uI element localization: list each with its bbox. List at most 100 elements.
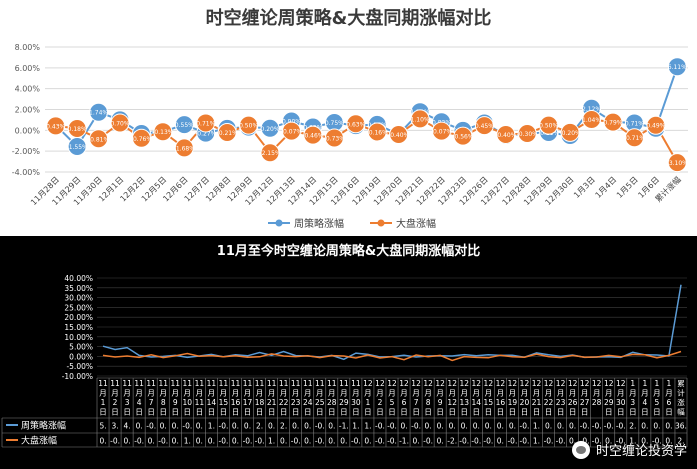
bottom-x-tick-label: 日: [364, 408, 372, 417]
bottom-x-tick-label: 7: [414, 398, 419, 407]
bottom-x-tick-label: 12: [508, 379, 518, 388]
bottom-table-cell: 5.: [99, 422, 106, 431]
bottom-x-tick-label: 28: [592, 398, 602, 407]
bottom-table-cell: -0.: [218, 437, 228, 446]
bottom-table-cell: 0.: [280, 437, 287, 446]
watermark-text: 时空缠论投资学: [595, 444, 687, 459]
bottom-x-tick-label: 月: [244, 389, 252, 398]
bottom-x-tick-label: 涨: [677, 397, 685, 407]
watermark: 时空缠论投资学: [571, 440, 687, 459]
bottom-y-tick-label: 30.00%: [64, 294, 93, 303]
top-data-point-market: [217, 123, 237, 143]
bottom-table-cell: 0.: [196, 437, 203, 446]
bottom-y-tick-label: 10.00%: [64, 333, 93, 342]
bottom-x-tick-label: 月: [436, 389, 444, 398]
bottom-table-cell: -0.: [291, 437, 301, 446]
top-legend-label: 周策略涨幅: [294, 217, 344, 230]
bottom-x-tick-label: 日: [135, 408, 143, 417]
bottom-x-tick-label: 日: [617, 408, 625, 417]
bottom-x-tick-label: 月: [292, 389, 300, 398]
top-data-label: -0.40%: [388, 132, 410, 139]
bottom-table-cell: -0.: [592, 437, 602, 446]
top-data-point-market: [624, 128, 644, 148]
bottom-y-tick-label: -10.00%: [62, 372, 93, 381]
bottom-x-tick-label: 月: [147, 389, 155, 398]
top-data-label: 0.20%: [261, 126, 280, 133]
top-data-point-market: [474, 116, 494, 136]
bottom-x-tick-label: 14: [207, 398, 217, 407]
top-data-point-market: [432, 121, 452, 141]
bottom-x-tick-label: 4: [642, 398, 647, 407]
top-data-label: 1.04%: [582, 117, 601, 124]
bottom-x-tick-label: 12: [411, 379, 421, 388]
bottom-table-cell: 1.: [184, 437, 191, 446]
bottom-table-cell: 0.: [461, 422, 468, 431]
top-data-label: 0.49%: [646, 123, 665, 130]
bottom-x-tick-label: 月: [581, 389, 589, 398]
bottom-x-tick-label: 26: [568, 398, 578, 407]
top-data-point-market: [303, 125, 323, 145]
top-data-point-market: [667, 153, 687, 173]
bottom-table-cell: 0.: [172, 437, 179, 446]
bottom-table-cell: 0.: [232, 422, 239, 431]
bottom-x-tick-label: 6: [667, 398, 672, 407]
bottom-x-tick-label: 月: [304, 389, 312, 398]
bottom-x-tick-label: 日: [147, 408, 155, 417]
top-data-point-market: [281, 121, 301, 141]
bottom-x-tick-label: 9: [173, 398, 178, 407]
bottom-x-tick-label: 日: [497, 408, 505, 417]
bottom-table-cell: 0.: [148, 437, 155, 446]
bottom-table-cell: -1.: [399, 437, 409, 446]
top-y-tick-label: -4.00%: [12, 168, 41, 177]
bottom-x-tick-label: 12: [496, 379, 506, 388]
bottom-table-cell: -0.: [134, 437, 144, 446]
bottom-x-tick-label: 11: [207, 379, 217, 388]
bottom-y-tick-label: 20.00%: [64, 313, 93, 322]
bottom-x-tick-label: 11: [339, 379, 349, 388]
top-data-point-market: [517, 123, 537, 143]
bottom-y-tick-label: 35.00%: [64, 284, 93, 293]
bottom-table-cell: 0.: [605, 437, 612, 446]
bottom-x-tick-label: 15: [484, 398, 494, 407]
bottom-x-tick-label: 3: [630, 398, 635, 407]
bottom-x-tick-label: 2: [378, 398, 383, 407]
bottom-table-cell: -0.: [580, 422, 590, 431]
bottom-x-tick-label: 1: [101, 398, 106, 407]
top-data-label: 1.74%: [89, 110, 108, 117]
bottom-x-tick-label: 16: [231, 398, 241, 407]
bottom-table-cell: 0.: [196, 422, 203, 431]
bottom-series-line-strategy: [102, 284, 682, 361]
bottom-table-cell: -0.: [616, 422, 626, 431]
bottom-x-tick-label: 25: [315, 398, 325, 407]
bottom-chart-panel: 11月至今时空缠论周策略&大盘同期涨幅对比 40.00% 35.00% 30.00%…: [0, 236, 697, 469]
bottom-x-tick-label: 日: [352, 408, 360, 417]
bottom-table-cell: 0.: [328, 437, 335, 446]
bottom-table-cell: 0.: [437, 422, 444, 431]
bottom-x-tick-label: 12: [580, 379, 590, 388]
bottom-x-tick-label: 日: [641, 408, 649, 417]
bottom-x-tick-label: 11: [98, 379, 108, 388]
bottom-x-tick-label: 月: [280, 389, 288, 398]
bottom-x-tick-label: 月: [497, 389, 505, 398]
bottom-x-tick-label: 21: [532, 398, 542, 407]
top-data-label: -0.40%: [495, 132, 517, 139]
bottom-table-cell: 1.: [208, 422, 215, 431]
top-data-point-market: [196, 113, 216, 133]
bottom-x-tick-label: 11: [255, 379, 265, 388]
top-data-label: -0.13%: [152, 129, 174, 136]
bottom-x-tick-label: 12: [568, 379, 578, 388]
bottom-x-tick-label: 22: [544, 398, 554, 407]
bottom-x-tick-label: 15: [219, 398, 229, 407]
bottom-x-tick-label: 月: [196, 389, 204, 398]
bottom-chart-svg: 40.00%35.00%30.00%25.00%20.00%15.00%10.0…: [1, 274, 688, 448]
bottom-x-tick-label: 11: [110, 379, 120, 388]
bottom-x-tick-label: 月: [569, 389, 577, 398]
bottom-x-tick-label: 11: [303, 379, 313, 388]
top-data-label: -1.68%: [174, 145, 196, 152]
bottom-table-cell: -0.: [604, 422, 614, 431]
top-data-point-market: [67, 118, 87, 138]
top-data-label: -0.81%: [88, 136, 110, 143]
bottom-series-line-market: [102, 350, 682, 362]
top-data-point-market: [646, 115, 666, 135]
bottom-table-cell: -0.: [243, 437, 253, 446]
